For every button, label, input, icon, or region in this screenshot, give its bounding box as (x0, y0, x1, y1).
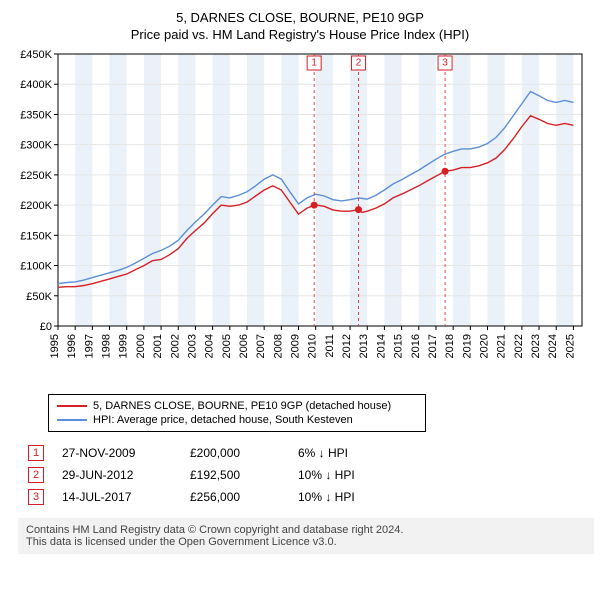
svg-text:2008: 2008 (272, 334, 284, 358)
svg-text:2021: 2021 (496, 334, 508, 358)
svg-text:3: 3 (442, 58, 448, 69)
attribution-line: Contains HM Land Registry data © Crown c… (26, 524, 586, 536)
svg-text:2: 2 (356, 58, 362, 69)
chart-title-address: 5, DARNES CLOSE, BOURNE, PE10 9GP (10, 10, 590, 25)
svg-text:1996: 1996 (66, 334, 78, 358)
chart-svg: £0 £50K £100K £150K £200K £250K £300K £350K £400… (10, 48, 590, 388)
chart-title-block: 5, DARNES CLOSE, BOURNE, PE10 9GP Price … (10, 10, 590, 42)
event-date: 27-NOV-2009 (62, 446, 172, 460)
svg-text:2012: 2012 (341, 334, 353, 358)
legend-swatch (57, 405, 87, 407)
event-date: 29-JUN-2012 (62, 468, 172, 482)
svg-text:1995: 1995 (49, 334, 61, 358)
event-marker: 1 (28, 445, 44, 461)
svg-text:2013: 2013 (358, 334, 370, 358)
svg-text:2025: 2025 (564, 334, 576, 358)
legend-label: HPI: Average price, detached house, Sout… (93, 414, 353, 426)
svg-text:£150K: £150K (20, 230, 52, 242)
svg-text:2016: 2016 (410, 334, 422, 358)
svg-text:2002: 2002 (169, 334, 181, 358)
svg-text:1997: 1997 (83, 334, 95, 358)
legend-item: 5, DARNES CLOSE, BOURNE, PE10 9GP (detac… (57, 399, 417, 413)
event-date: 14-JUL-2017 (62, 490, 172, 504)
event-marker: 3 (28, 489, 44, 505)
svg-text:2024: 2024 (547, 334, 559, 358)
sale-events: 1 27-NOV-2009 £200,000 6% ↓ HPI 2 29-JUN… (28, 442, 590, 508)
attribution-line: This data is licensed under the Open Gov… (26, 536, 586, 548)
sale-event-row: 1 27-NOV-2009 £200,000 6% ↓ HPI (28, 442, 590, 464)
svg-text:2004: 2004 (204, 334, 216, 358)
svg-text:£50K: £50K (26, 291, 52, 303)
svg-text:2017: 2017 (427, 334, 439, 358)
svg-text:£450K: £450K (20, 49, 52, 61)
price-chart: £0 £50K £100K £150K £200K £250K £300K £350K £400… (10, 48, 590, 388)
svg-text:2009: 2009 (290, 334, 302, 358)
svg-text:2018: 2018 (444, 334, 456, 358)
legend-item: HPI: Average price, detached house, Sout… (57, 413, 417, 427)
svg-text:2014: 2014 (375, 334, 387, 358)
legend-label: 5, DARNES CLOSE, BOURNE, PE10 9GP (detac… (93, 400, 391, 412)
event-price: £200,000 (190, 446, 280, 460)
event-price: £256,000 (190, 490, 280, 504)
svg-text:£400K: £400K (20, 79, 52, 91)
event-delta: 6% ↓ HPI (298, 446, 398, 460)
svg-text:2003: 2003 (186, 334, 198, 358)
svg-text:£100K: £100K (20, 261, 52, 273)
svg-text:2010: 2010 (307, 334, 319, 358)
legend-swatch (57, 419, 87, 421)
svg-text:2022: 2022 (513, 334, 525, 358)
svg-text:2006: 2006 (238, 334, 250, 358)
svg-text:2007: 2007 (255, 334, 267, 358)
sale-event-row: 2 29-JUN-2012 £192,500 10% ↓ HPI (28, 464, 590, 486)
svg-text:2001: 2001 (152, 334, 164, 358)
svg-text:2023: 2023 (530, 334, 542, 358)
svg-text:2005: 2005 (221, 334, 233, 358)
svg-text:£300K: £300K (20, 140, 52, 152)
event-marker: 2 (28, 467, 44, 483)
legend: 5, DARNES CLOSE, BOURNE, PE10 9GP (detac… (48, 394, 426, 432)
sale-event-row: 3 14-JUL-2017 £256,000 10% ↓ HPI (28, 486, 590, 508)
svg-text:2000: 2000 (135, 334, 147, 358)
svg-text:2019: 2019 (461, 334, 473, 358)
svg-text:£350K: £350K (20, 109, 52, 121)
svg-text:£200K: £200K (20, 200, 52, 212)
event-delta: 10% ↓ HPI (298, 490, 398, 504)
svg-text:£0: £0 (40, 321, 52, 333)
event-price: £192,500 (190, 468, 280, 482)
svg-text:2015: 2015 (393, 334, 405, 358)
svg-text:1999: 1999 (118, 334, 130, 358)
svg-text:2020: 2020 (479, 334, 491, 358)
event-delta: 10% ↓ HPI (298, 468, 398, 482)
chart-title-subtitle: Price paid vs. HM Land Registry's House … (10, 27, 590, 42)
svg-text:1998: 1998 (101, 334, 113, 358)
svg-text:£250K: £250K (20, 170, 52, 182)
svg-text:2011: 2011 (324, 334, 336, 358)
attribution: Contains HM Land Registry data © Crown c… (18, 518, 594, 554)
svg-text:1: 1 (311, 58, 317, 69)
